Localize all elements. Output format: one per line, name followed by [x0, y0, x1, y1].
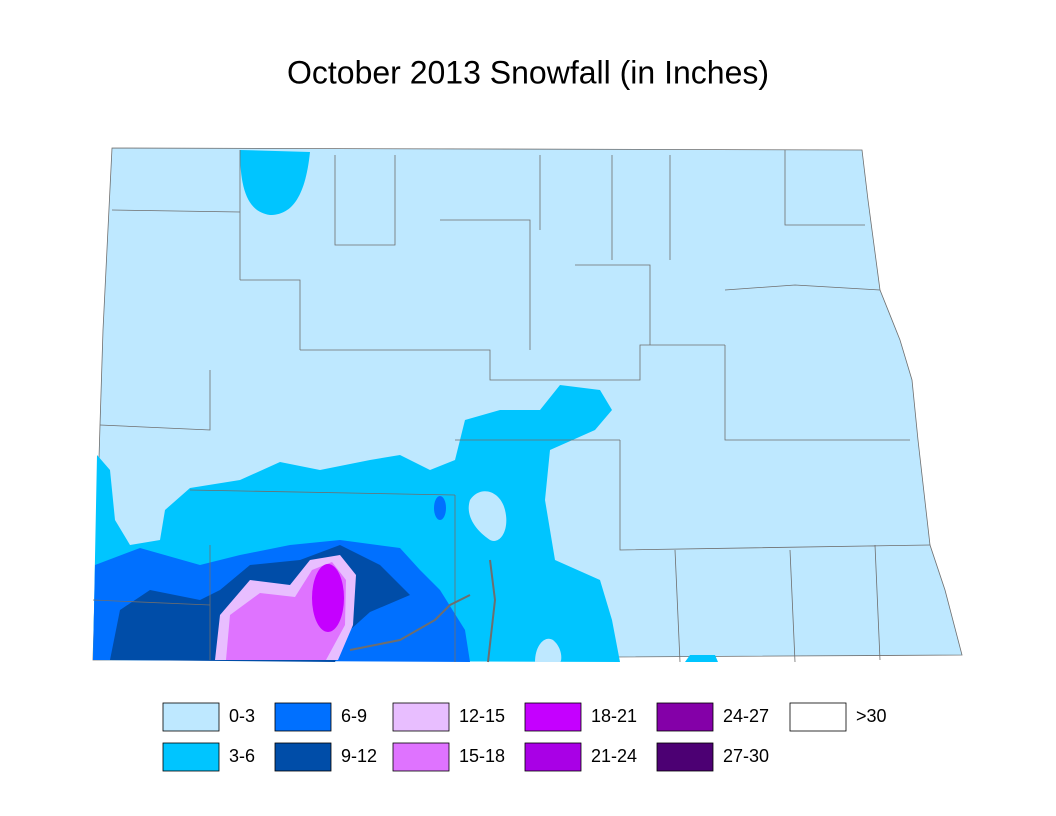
legend-swatch: [656, 742, 714, 772]
legend-swatch: [524, 742, 582, 772]
legend: 0-3 3-6 6-9 9-12 12-15 15-18 18-21 21-24 24-27 27…: [162, 702, 887, 772]
state-map: [92, 147, 963, 663]
legend-swatch: [162, 742, 220, 772]
map-title: October 2013 Snowfall (in Inches): [287, 54, 769, 90]
legend-label: 6-9: [341, 706, 367, 726]
legend-label: >30: [856, 706, 887, 726]
legend-swatch: [656, 702, 714, 732]
region-18-21: [312, 564, 344, 632]
region-3-6: [240, 150, 310, 215]
county-lines: [92, 150, 931, 663]
legend-label: 21-24: [591, 746, 637, 766]
region-0-3: [535, 638, 562, 662]
legend-swatch: [392, 742, 450, 772]
legend-label: 3-6: [229, 746, 255, 766]
legend-label: 12-15: [459, 706, 505, 726]
legend-swatch: [789, 702, 847, 732]
legend-swatch: [274, 702, 332, 732]
region-3-6: [685, 655, 718, 662]
legend-swatch: [274, 742, 332, 772]
legend-label: 27-30: [723, 746, 769, 766]
region-6-9: [434, 496, 446, 520]
legend-swatch: [162, 702, 220, 732]
legend-label: 18-21: [591, 706, 637, 726]
legend-label: 24-27: [723, 706, 769, 726]
region-0-3: [468, 491, 507, 541]
legend-swatch: [392, 702, 450, 732]
legend-label: 15-18: [459, 746, 505, 766]
legend-label: 0-3: [229, 706, 255, 726]
legend-label: 9-12: [341, 746, 377, 766]
legend-swatch: [524, 702, 582, 732]
